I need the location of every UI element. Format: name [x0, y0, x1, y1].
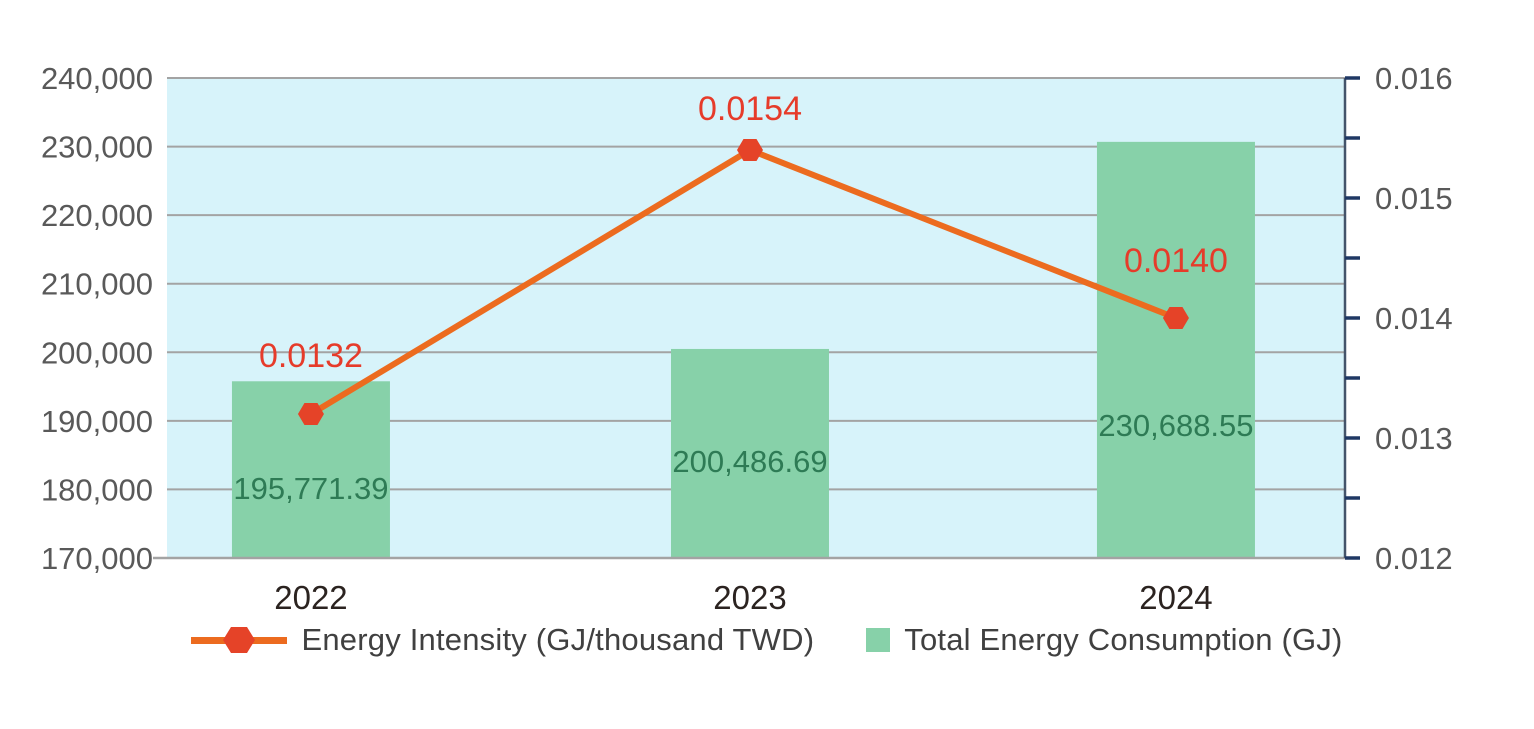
right-axis-tick-label: 0.015 — [1375, 181, 1453, 216]
left-axis-tick-label: 230,000 — [41, 130, 153, 165]
combo-chart-canvas: 195,771.39 200,486.69 230,688.55 0.016 0.015… — [41, 61, 1453, 616]
bar-value-label: 200,486.69 — [672, 444, 827, 479]
legend-item-total-energy-consumption: Total Energy Consumption (GJ) — [866, 622, 1342, 658]
left-axis-tick-label: 190,000 — [41, 404, 153, 439]
line-marker-2022 — [297, 403, 324, 425]
bar-2024 — [1096, 141, 1255, 558]
bar-value-label: 195,771.39 — [233, 471, 388, 506]
point-value-label: 0.0132 — [259, 337, 363, 375]
right-axis-tick-label: 0.016 — [1375, 61, 1453, 96]
bar-value-label: 230,688.55 — [1098, 408, 1253, 443]
point-value-label: 0.0154 — [698, 90, 802, 128]
right-axis-tick-label: 0.012 — [1375, 541, 1453, 576]
legend: Energy Intensity (GJ/thousand TWD) Total… — [0, 622, 1534, 658]
bar-2023 — [670, 348, 829, 558]
point-value-label: 0.0140 — [1124, 242, 1228, 280]
left-axis-tick-label: 200,000 — [41, 335, 153, 370]
legend-label-total-energy-consumption: Total Energy Consumption (GJ) — [904, 622, 1343, 657]
x-axis-label: 2022 — [274, 579, 347, 616]
left-axis-tick-label: 180,000 — [41, 472, 153, 507]
square-icon — [866, 628, 891, 652]
line-marker-2024 — [1162, 307, 1189, 329]
legend-item-energy-intensity: Energy Intensity (GJ/thousand TWD) — [191, 622, 814, 658]
legend-label-energy-intensity: Energy Intensity (GJ/thousand TWD) — [301, 622, 815, 657]
left-axis-tick-label: 240,000 — [41, 61, 153, 96]
left-axis-tick-label: 210,000 — [41, 267, 153, 302]
right-axis-tick-label: 0.014 — [1375, 301, 1453, 336]
x-axis-label: 2024 — [1139, 579, 1212, 616]
right-axis-tick-label: 0.013 — [1375, 421, 1453, 456]
x-axis-label: 2023 — [713, 579, 786, 616]
line-marker-2023 — [736, 139, 763, 161]
line-hexagon-icon — [191, 627, 288, 653]
left-axis-tick-label: 220,000 — [41, 198, 153, 233]
left-axis-tick-label: 170,000 — [41, 541, 153, 576]
